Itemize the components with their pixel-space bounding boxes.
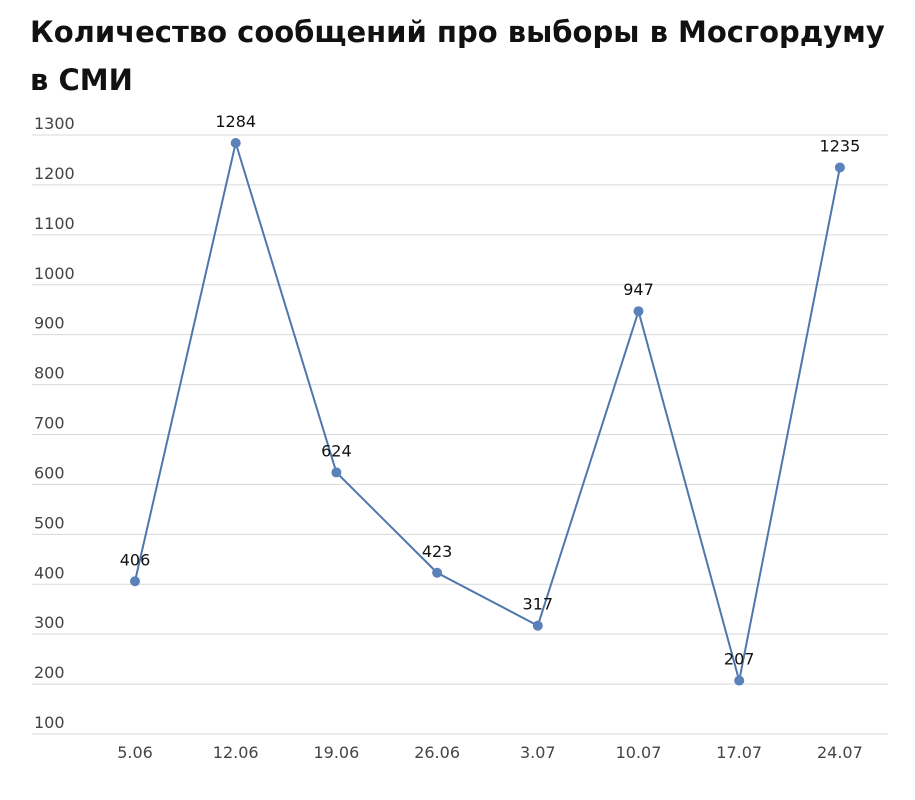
data-label: 1284 xyxy=(215,112,256,131)
y-axis-ticks: 100 200 300 400 500 600 700 800 900 1000 1100 1200 1… xyxy=(34,114,75,732)
chart-title: Количество сообщений про выборы в Мосгор… xyxy=(30,15,885,97)
data-point xyxy=(432,567,443,578)
x-tick-label: 26.06 xyxy=(414,743,460,762)
data-label: 406 xyxy=(120,550,151,569)
x-tick-label: 5.06 xyxy=(117,743,153,762)
data-label: 207 xyxy=(724,650,755,669)
series-points xyxy=(130,137,845,686)
data-label: 317 xyxy=(523,595,554,614)
data-label: 947 xyxy=(623,280,654,299)
data-point xyxy=(331,467,342,478)
data-point xyxy=(230,137,241,148)
gridlines xyxy=(32,134,888,735)
y-tick-label: 1000 xyxy=(34,264,75,283)
y-tick-label: 900 xyxy=(34,314,65,333)
data-labels: 406 1284 624 423 317 947 207 1235 xyxy=(120,112,861,669)
x-axis-ticks: 5.06 12.06 19.06 26.06 3.07 10.07 17.07 24.07 xyxy=(117,743,863,762)
data-point xyxy=(834,162,845,173)
x-tick-label: 24.07 xyxy=(817,743,863,762)
y-tick-label: 200 xyxy=(34,663,65,682)
y-tick-label: 100 xyxy=(34,713,65,732)
y-tick-label: 700 xyxy=(34,414,65,433)
x-tick-label: 10.07 xyxy=(616,743,662,762)
data-point xyxy=(532,620,543,631)
series-line xyxy=(134,139,841,681)
data-point xyxy=(633,306,644,317)
y-tick-label: 500 xyxy=(34,513,65,532)
y-tick-label: 300 xyxy=(34,613,65,632)
y-tick-label: 1300 xyxy=(34,114,75,133)
y-tick-label: 400 xyxy=(34,563,65,582)
data-point xyxy=(130,576,140,587)
data-label: 1235 xyxy=(820,136,861,155)
y-tick-label: 1200 xyxy=(34,164,75,183)
y-tick-label: 600 xyxy=(34,463,65,482)
y-tick-label: 800 xyxy=(34,364,65,383)
data-label: 624 xyxy=(321,441,352,460)
data-label: 423 xyxy=(422,542,453,561)
x-tick-label: 17.07 xyxy=(716,743,762,762)
x-tick-label: 3.07 xyxy=(520,743,556,762)
x-tick-label: 12.06 xyxy=(213,743,259,762)
y-tick-label: 1100 xyxy=(34,214,75,233)
x-tick-label: 19.06 xyxy=(313,743,359,762)
data-point xyxy=(734,675,745,686)
